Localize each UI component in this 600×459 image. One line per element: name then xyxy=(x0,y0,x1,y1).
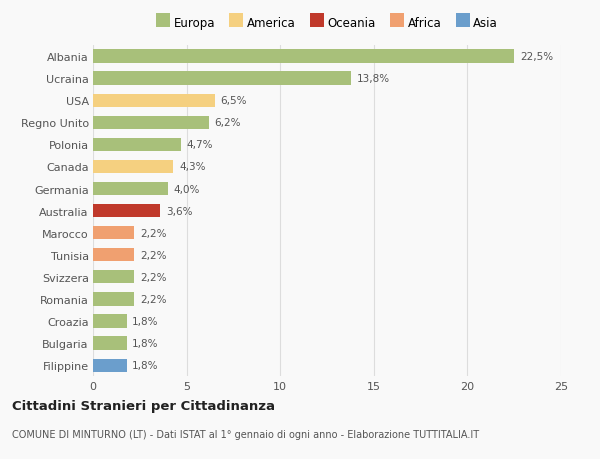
Text: Cittadini Stranieri per Cittadinanza: Cittadini Stranieri per Cittadinanza xyxy=(12,399,275,412)
Text: 2,2%: 2,2% xyxy=(140,294,166,304)
Text: 1,8%: 1,8% xyxy=(133,338,159,348)
Text: 2,2%: 2,2% xyxy=(140,250,166,260)
Bar xyxy=(93,337,127,350)
Text: 1,8%: 1,8% xyxy=(133,360,159,370)
Text: COMUNE DI MINTURNO (LT) - Dati ISTAT al 1° gennaio di ogni anno - Elaborazione T: COMUNE DI MINTURNO (LT) - Dati ISTAT al … xyxy=(12,429,479,439)
Text: 1,8%: 1,8% xyxy=(133,316,159,326)
Bar xyxy=(93,271,134,284)
Bar xyxy=(93,95,215,107)
Text: 6,5%: 6,5% xyxy=(220,96,247,106)
Text: 13,8%: 13,8% xyxy=(357,74,390,84)
Bar xyxy=(93,359,127,372)
Bar xyxy=(93,73,352,85)
Bar xyxy=(93,315,127,328)
Text: 6,2%: 6,2% xyxy=(215,118,241,128)
Bar xyxy=(93,117,209,129)
Text: 22,5%: 22,5% xyxy=(520,52,553,62)
Text: 4,0%: 4,0% xyxy=(173,184,200,194)
Bar xyxy=(93,183,168,196)
Text: 3,6%: 3,6% xyxy=(166,206,193,216)
Text: 2,2%: 2,2% xyxy=(140,272,166,282)
Bar xyxy=(93,161,173,174)
Bar xyxy=(93,139,181,151)
Bar xyxy=(93,227,134,240)
Bar xyxy=(93,50,514,63)
Bar xyxy=(93,293,134,306)
Bar xyxy=(93,249,134,262)
Text: 4,7%: 4,7% xyxy=(187,140,213,150)
Legend: Europa, America, Oceania, Africa, Asia: Europa, America, Oceania, Africa, Asia xyxy=(151,12,503,34)
Bar xyxy=(93,205,160,218)
Text: 2,2%: 2,2% xyxy=(140,228,166,238)
Text: 4,3%: 4,3% xyxy=(179,162,206,172)
